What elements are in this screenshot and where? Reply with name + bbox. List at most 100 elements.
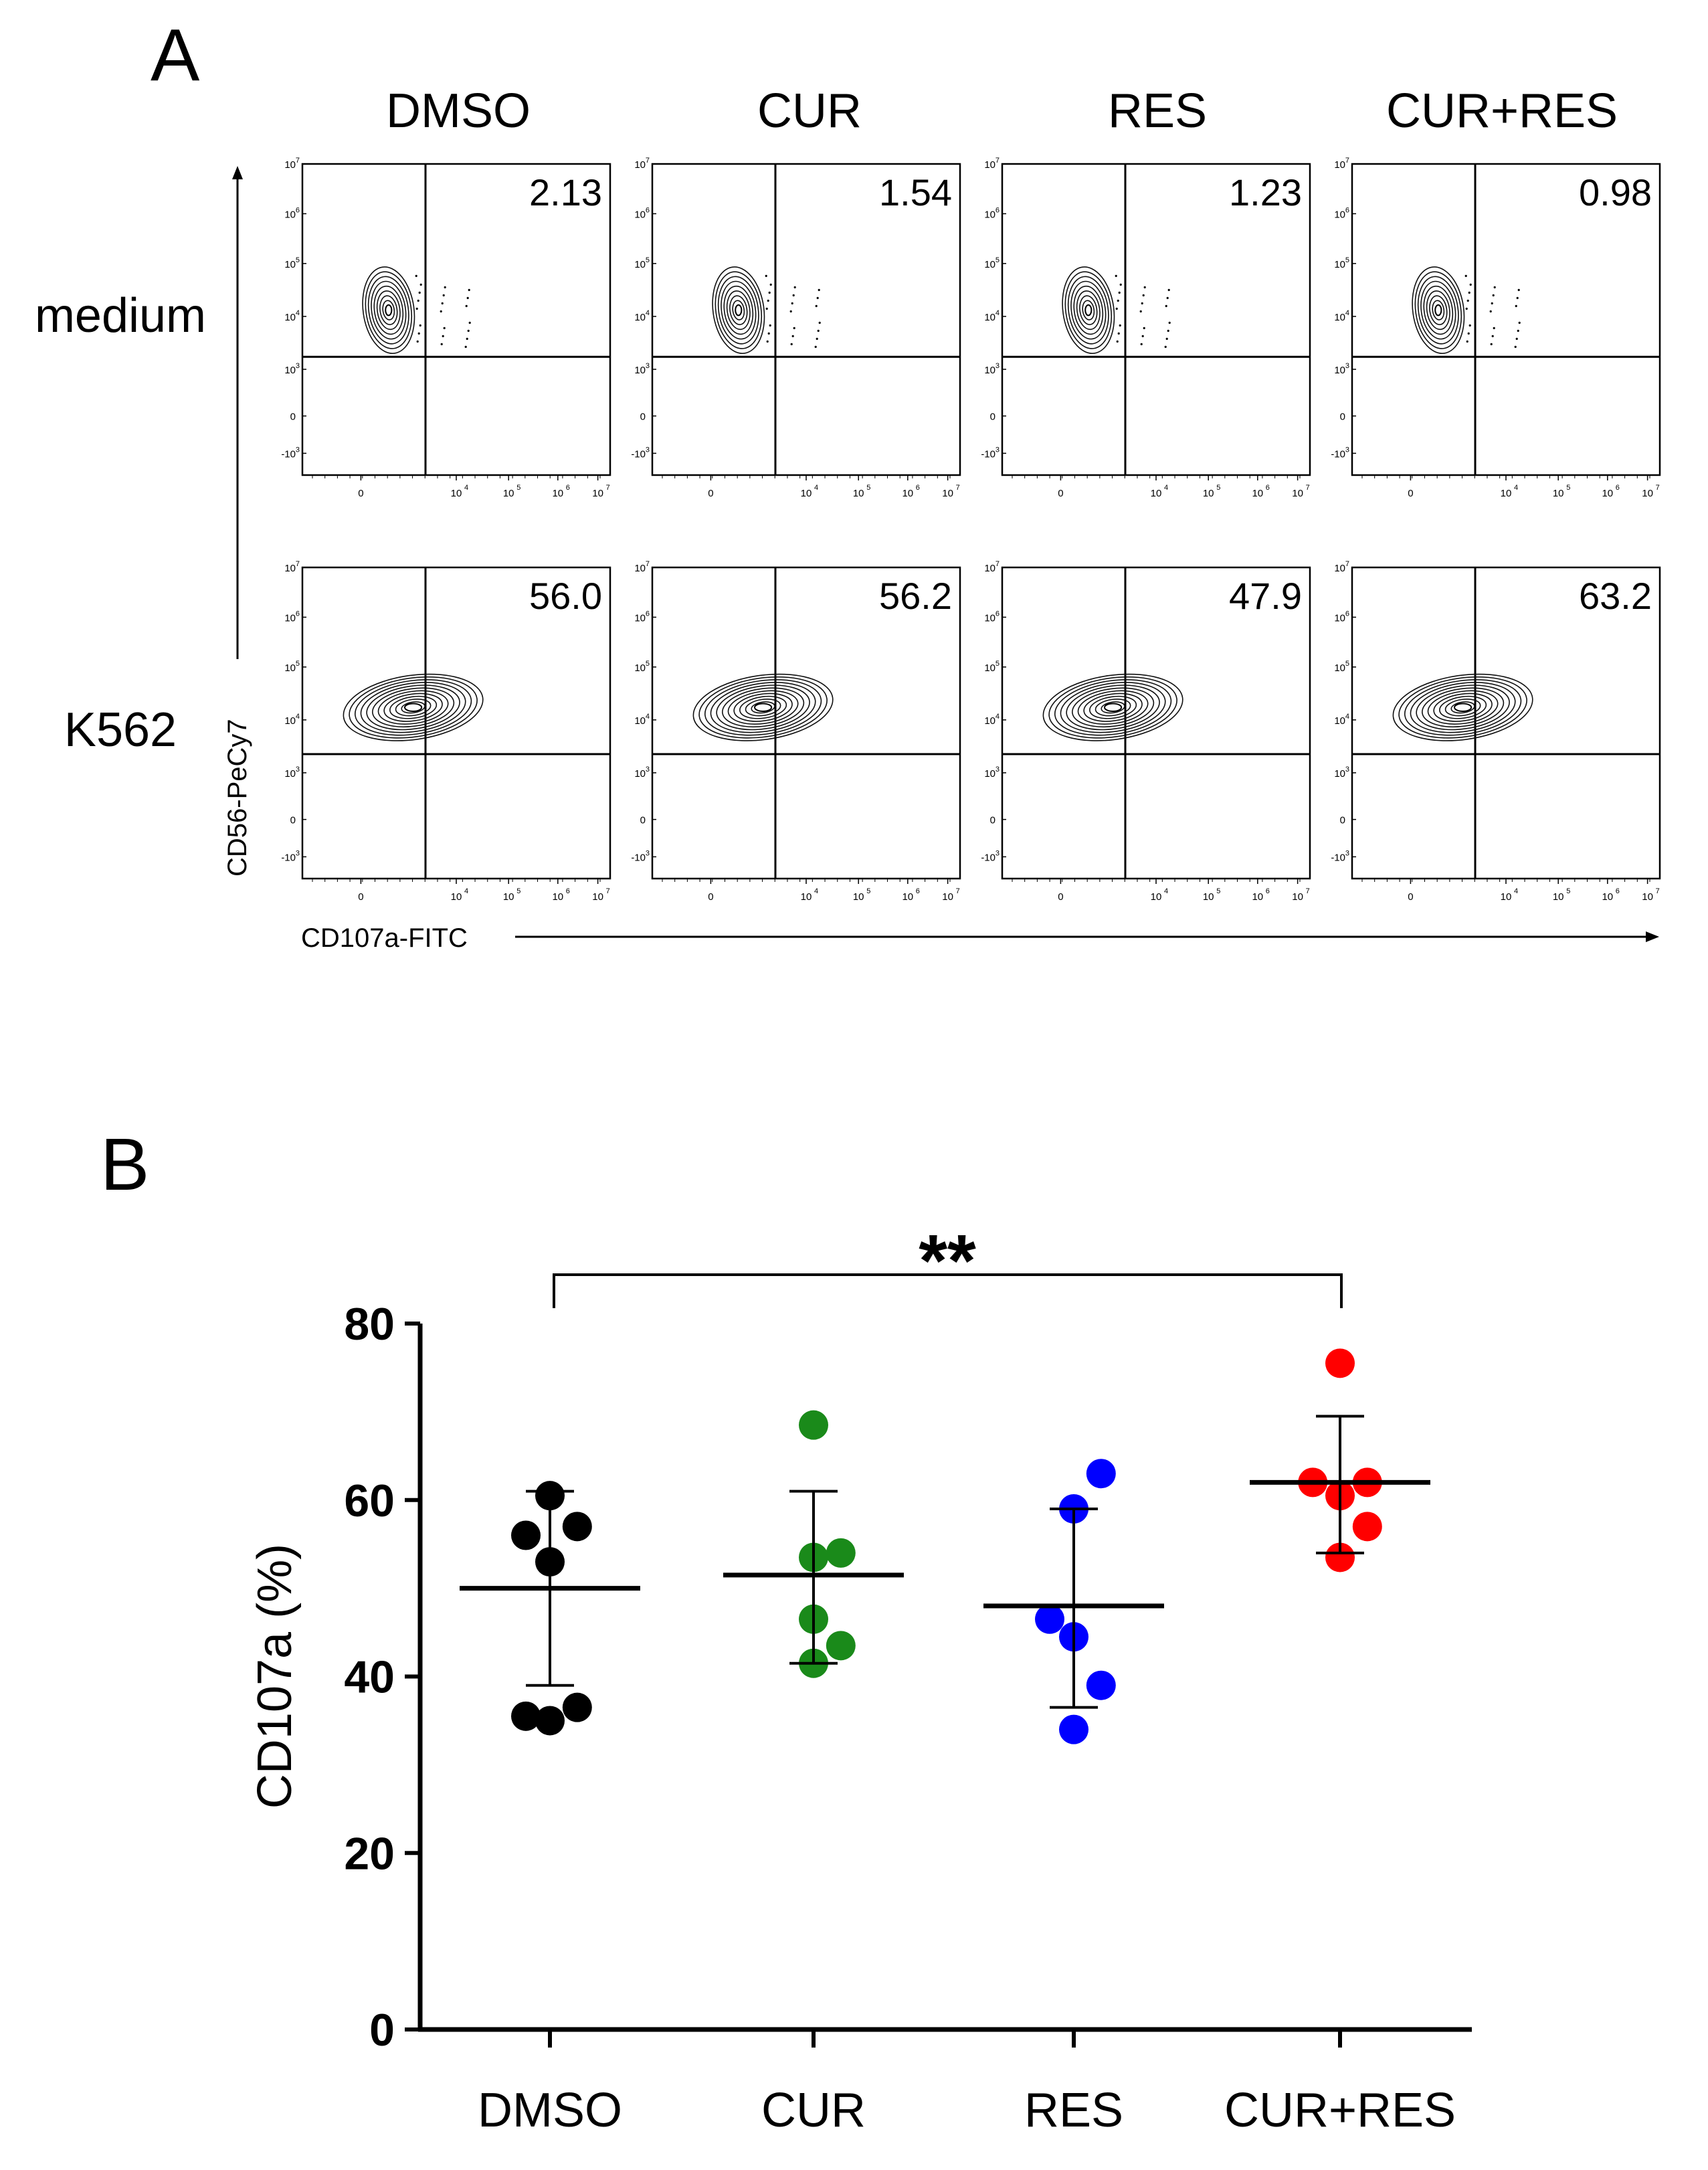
cell-population xyxy=(1062,266,1115,354)
y-tick-label: -10 xyxy=(281,448,296,460)
y-tick-label: 10 xyxy=(1334,312,1345,323)
event-dot xyxy=(444,286,446,288)
x-tick-label-cur: CUR xyxy=(761,2084,866,2137)
data-point-cur-plus-res xyxy=(1325,1542,1355,1572)
event-dot xyxy=(1468,324,1471,327)
x-tick-exponent: 7 xyxy=(1306,484,1310,492)
event-dot xyxy=(440,310,442,312)
x-tick-exponent: 7 xyxy=(1656,484,1660,492)
event-dot xyxy=(442,294,445,296)
event-dot xyxy=(816,337,818,340)
event-dot xyxy=(1119,283,1122,286)
x-tick-exponent: 7 xyxy=(956,484,960,492)
data-point-dmso xyxy=(535,1706,565,1736)
plot-frame xyxy=(301,163,611,476)
event-dot xyxy=(1142,294,1145,296)
contour-ring xyxy=(739,695,787,719)
event-dot xyxy=(419,324,421,327)
y-tick-label: 10 xyxy=(984,662,995,674)
event-dot xyxy=(417,299,419,302)
contour-ring xyxy=(722,687,805,728)
contour-ring xyxy=(372,687,455,728)
plot-frame xyxy=(1351,566,1661,880)
contour-ring xyxy=(1082,300,1095,321)
y-tick-exponent: 6 xyxy=(646,206,650,214)
event-dot xyxy=(1115,307,1118,310)
y-tick-label: 10 xyxy=(284,259,296,270)
event-dot xyxy=(1469,283,1472,286)
contour-ring xyxy=(1450,701,1475,714)
y-tick-exponent: 3 xyxy=(646,446,650,454)
x-tick-label: 10 xyxy=(1553,891,1564,903)
event-dot xyxy=(816,296,819,299)
event-dot xyxy=(814,345,817,349)
quadrant-value: 0.98 xyxy=(1579,171,1652,213)
event-dot xyxy=(1514,345,1517,349)
x-tick-label: 10 xyxy=(1553,488,1564,499)
x-tick-exponent: 5 xyxy=(516,484,520,492)
contour-ring xyxy=(371,280,407,340)
contour-ring xyxy=(727,690,799,725)
x-tick-label: 0 xyxy=(358,488,363,499)
contour-ring xyxy=(1412,266,1465,354)
contour-ring xyxy=(1064,271,1113,349)
event-dot xyxy=(1466,299,1469,302)
plot-frame xyxy=(651,566,961,880)
contour-ring xyxy=(1062,266,1115,354)
plot-frame xyxy=(301,566,611,880)
x-tick-exponent: 6 xyxy=(1266,887,1270,895)
contour-ring xyxy=(354,679,472,736)
y-tick-label: 10 xyxy=(984,612,995,624)
cell-population xyxy=(692,673,834,741)
y-tick-exponent: 7 xyxy=(646,560,650,568)
event-dot xyxy=(1490,343,1493,346)
column-title-dmso: DMSO xyxy=(386,84,531,138)
event-dot xyxy=(467,329,470,332)
data-point-cur-plus-res xyxy=(1352,1512,1382,1542)
x-tick-label: 0 xyxy=(708,891,713,903)
y-tick-label: 10 xyxy=(984,768,995,780)
y-tick-exponent: 5 xyxy=(296,256,300,264)
event-dot xyxy=(1139,310,1142,312)
contour-ring xyxy=(1432,300,1445,321)
quadrant-value: 1.23 xyxy=(1229,171,1302,213)
contour-ring xyxy=(1444,699,1481,717)
x-ticks: DMSO CUR RES CUR+RES xyxy=(478,2029,1456,2137)
y-tick-exponent: 6 xyxy=(646,610,650,618)
contour-ring xyxy=(1076,290,1101,331)
column-titles: DMSO CUR RES CUR+RES xyxy=(386,84,1618,138)
x-tick-exponent: 4 xyxy=(814,887,818,895)
y-tick-label: 10 xyxy=(984,159,995,171)
y-tick-exponent: 5 xyxy=(646,256,650,264)
y-tick-label: 10 xyxy=(284,209,296,220)
x-tick-label: 10 xyxy=(801,488,812,499)
x-tick-label: 10 xyxy=(503,488,514,499)
contour-ring xyxy=(698,676,828,739)
x-tick-label: 10 xyxy=(1252,488,1263,499)
y-tick-exponent: 5 xyxy=(296,660,300,668)
contour-ring xyxy=(716,685,810,731)
event-dot xyxy=(765,274,767,277)
cell-population xyxy=(1412,266,1465,354)
contour-ring xyxy=(1060,682,1166,733)
contour-ring xyxy=(717,276,759,345)
event-dot xyxy=(440,343,443,346)
x-tick-label: 10 xyxy=(552,891,563,903)
contour-ring xyxy=(382,300,395,321)
contour-ring xyxy=(732,300,745,321)
event-dot xyxy=(1143,327,1145,329)
y-tick-label: -10 xyxy=(631,852,646,863)
y-tick-label: 20 xyxy=(344,1828,395,1879)
x-tick-exponent: 4 xyxy=(1164,484,1168,492)
data-point-res xyxy=(1035,1604,1064,1634)
y-tick-label: 80 xyxy=(344,1299,395,1350)
x-tick-label: 10 xyxy=(1292,891,1303,903)
column-title-res: RES xyxy=(1108,84,1207,138)
data-point-dmso xyxy=(562,1692,592,1722)
y-axis-label: CD56-PeCy7 xyxy=(223,719,252,877)
event-dot xyxy=(791,302,793,304)
data-point-cur-plus-res xyxy=(1325,1348,1355,1378)
y-tick-label: 0 xyxy=(1340,412,1345,423)
